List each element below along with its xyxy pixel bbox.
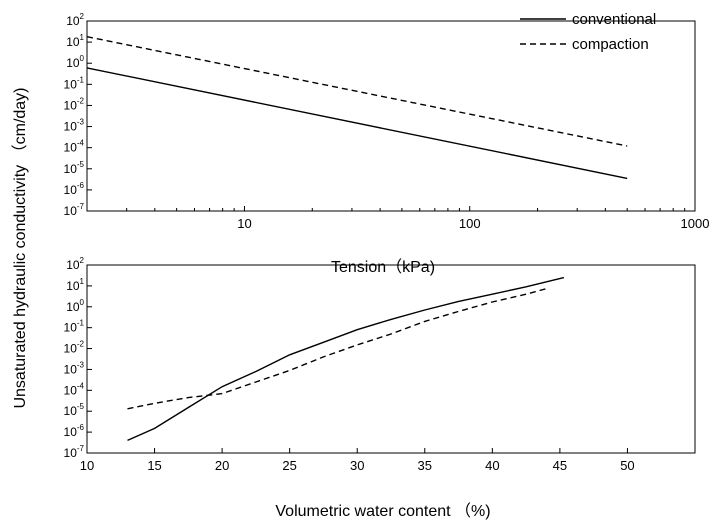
- y-tick-label: 102: [66, 256, 84, 272]
- y-tick-label: 10-3: [64, 360, 85, 376]
- y-tick-label: 101: [66, 33, 84, 49]
- x-tick-label: 40: [485, 458, 499, 473]
- x-tick-label: 50: [620, 458, 634, 473]
- y-tick-label: 10-5: [64, 402, 85, 418]
- y-tick-label: 10-5: [64, 160, 85, 176]
- series-line-conventional: [127, 276, 565, 442]
- x-tick-label: 45: [553, 458, 567, 473]
- y-tick-label: 10-2: [64, 340, 85, 356]
- x-tick-label: 10: [237, 216, 251, 231]
- series-line-compaction: [86, 36, 628, 147]
- y-tick-label: 10-4: [64, 381, 85, 397]
- legend-label-conventional: conventional: [572, 11, 656, 28]
- x-tick-label: 10: [80, 458, 94, 473]
- top-x-axis-title: Tension（kPa): [331, 258, 435, 276]
- x-tick-label: 100: [459, 216, 481, 231]
- y-tick-label: 10-7: [64, 202, 85, 218]
- bottom-x-axis-title: Volumetric water content （%): [275, 502, 490, 520]
- legend-label-compaction: compaction: [572, 36, 649, 53]
- y-tick-label: 100: [66, 298, 84, 314]
- plot-frame: [86, 264, 696, 454]
- series-line-conventional: [86, 67, 628, 180]
- y-tick-label: 100: [66, 54, 84, 70]
- y-tick-label: 10-3: [64, 118, 85, 134]
- x-tick-label: 25: [282, 458, 296, 473]
- plot-frame: [86, 20, 696, 212]
- y-tick-label: 10-7: [64, 444, 85, 460]
- y-tick-label: 10-6: [64, 423, 85, 439]
- y-tick-label: 10-2: [64, 96, 85, 112]
- y-tick-label: 102: [66, 12, 84, 28]
- y-tick-label: 10-6: [64, 181, 85, 197]
- legend: conventional compaction: [520, 11, 656, 53]
- x-tick-label: 15: [147, 458, 161, 473]
- series-line-compaction: [127, 287, 550, 410]
- y-tick-label: 10-4: [64, 139, 85, 155]
- x-tick-label: 30: [350, 458, 364, 473]
- x-tick-label: 1000: [681, 216, 710, 231]
- x-tick-label: 20: [215, 458, 229, 473]
- tension-panel: 102 101 100 10-1 10-2 10-3 10-4 10-5 10-6 10-7 10 1…: [64, 12, 710, 231]
- y-tick-label: 10-1: [64, 75, 85, 91]
- water-content-panel: 102 101 100 10-1 10-2 10-3 10-4 10-5 10-6 10-710 1…: [64, 256, 696, 473]
- y-tick-label: 101: [66, 277, 84, 293]
- x-tick-label: 35: [418, 458, 432, 473]
- y-axis-title: Unsaturated hydraulic conductivity （cm/d…: [11, 87, 29, 408]
- y-tick-label: 10-1: [64, 319, 85, 335]
